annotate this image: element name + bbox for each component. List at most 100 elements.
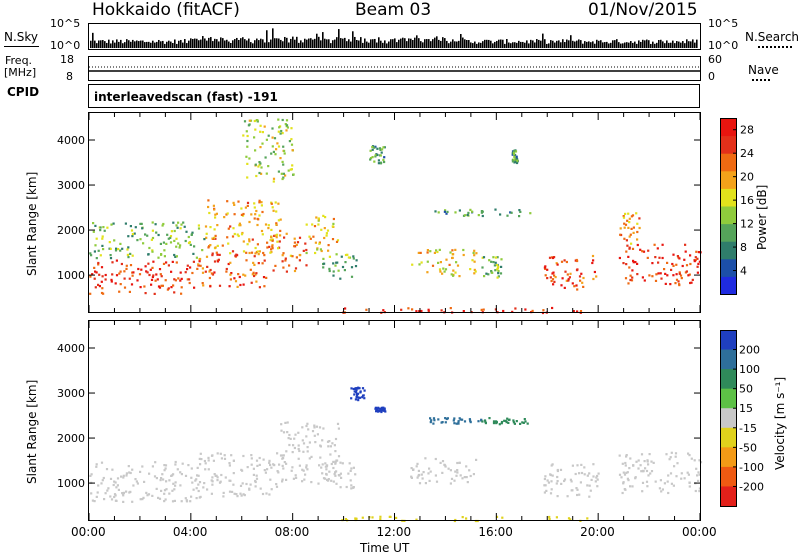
power-echo [434,210,437,213]
nsky-bar [278,38,280,48]
nsky-bar [272,28,274,48]
power-echo [161,224,164,227]
power-echo [654,256,657,259]
power-echo [591,261,594,265]
power-echo [232,201,235,204]
nsky-bar [524,42,526,48]
vel-echo [220,473,223,477]
vel-echo [165,480,168,483]
vel-echo [686,471,689,474]
vel-echo [546,479,549,482]
power-echo [510,211,513,214]
vel-echo [335,482,338,485]
nsky-bar [98,40,100,48]
power-echo [634,261,637,264]
vel-echo [171,489,174,492]
vel-echo [151,465,154,468]
vel-echo [456,469,459,472]
vel-echo [646,460,649,463]
power-echo [575,284,578,287]
power-echo [289,168,292,171]
power-echo [512,151,515,154]
nsky-bar [622,43,624,48]
power-echo [317,217,320,220]
nsky-bar [230,42,232,48]
power-echo [110,223,113,226]
power-echo [675,278,679,281]
power-echo [98,273,101,276]
power-echo [258,214,261,217]
power-echo [293,269,297,273]
vel-echo [495,422,498,425]
power-echo [124,222,127,225]
vel-echo [680,477,683,480]
power-echo [279,157,282,160]
power-echo [127,256,130,259]
power-echo [669,283,672,286]
vel-echo [337,455,341,458]
vel-echo [159,479,162,482]
power-echo [98,285,101,288]
vel-echo [276,470,279,473]
nsky-bar [202,36,204,48]
vel-echo [250,463,253,466]
power-echo [381,148,384,151]
nsky-bar [514,42,516,48]
nsky-bar [670,42,672,48]
vel-echo [242,493,245,496]
power-echo [95,271,98,274]
power-echo [675,263,678,266]
power-echo [293,245,296,248]
power-echo [543,266,546,269]
power-echo [497,272,500,275]
vel-echo [458,417,461,420]
power-cbar-cell [721,118,736,137]
vel-echo [645,469,649,473]
nsky-bar [566,39,568,48]
power-echo [298,253,301,257]
power-echo [216,253,219,256]
vel-echo [216,452,219,455]
power-echo [494,261,497,264]
vel-echo [97,484,100,487]
nsky-bar [328,39,330,48]
nsky-bar [362,42,364,48]
vel-echo [180,473,183,476]
power-echo [383,160,386,164]
power-echo [271,145,274,148]
vel-echo [354,387,357,390]
vel-echo [576,493,579,497]
power-echo [182,221,185,224]
nsky-bar [346,41,348,48]
power-echo [279,218,282,221]
power-echo [209,285,212,288]
nsky-bar [664,43,666,48]
power-echo [683,258,686,261]
power-echo [255,174,258,178]
vel-echo [589,489,592,492]
power-echo [491,271,494,274]
power-echo [125,264,128,267]
nsky-bar [406,41,408,48]
vel-echo [164,464,168,467]
power-echo [230,272,233,275]
power-echo [183,225,186,228]
nsky-bar [218,41,220,48]
power-echo [93,250,96,253]
vel-echo [172,473,175,476]
nsky-bar [358,40,360,48]
vel-echo [336,422,340,425]
vel-echo [294,474,297,477]
vel-echo [410,476,413,479]
nsky-bar [594,43,596,48]
power-echo [678,272,681,275]
power-echo [138,273,142,276]
vel-echo [495,420,498,423]
power-echo [279,132,282,135]
power-echo [289,254,292,257]
vel-echo [698,490,701,493]
power-echo [231,250,235,253]
vel-echo [134,478,137,481]
vel-cbar-cell [721,330,736,351]
power-echo [641,250,644,253]
